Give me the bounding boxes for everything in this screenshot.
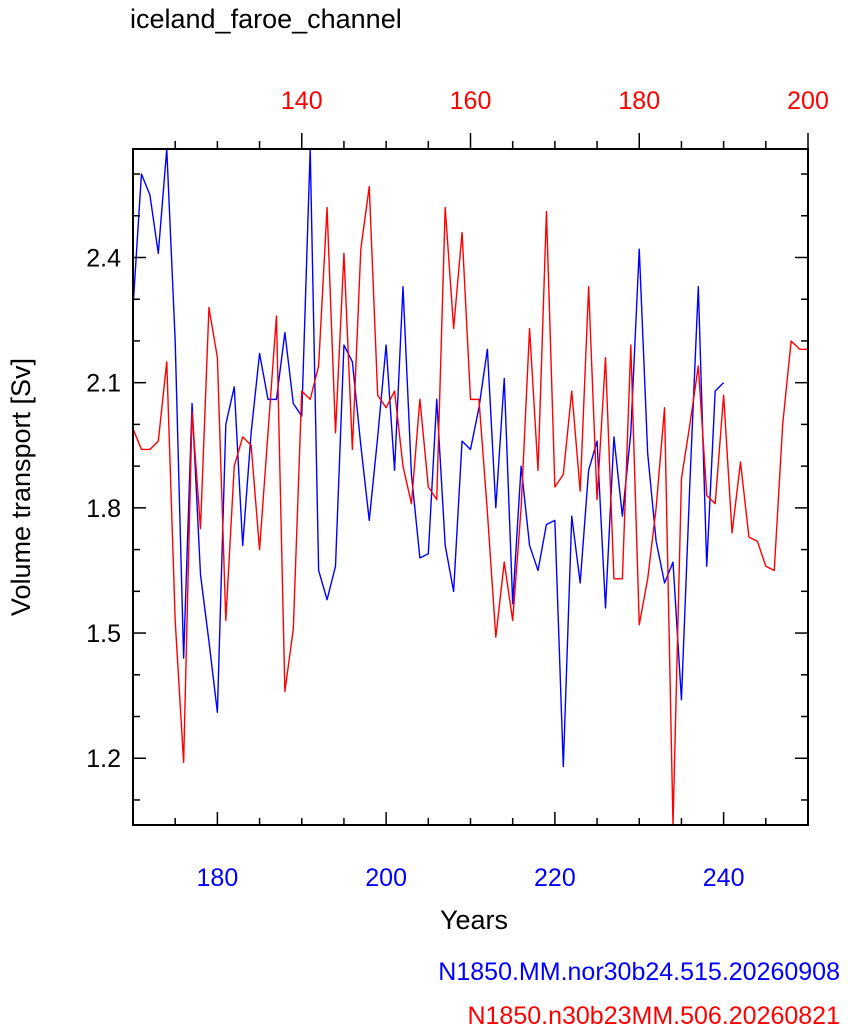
- x-bottom-tick-label: 240: [703, 864, 745, 892]
- series-line-2: [132, 185, 808, 826]
- legend-series-2: N1850.n30b23MM.506.20260821: [467, 1002, 840, 1030]
- chart-title: iceland_faroe_channel: [130, 4, 402, 34]
- x-bottom-tick-label: 200: [365, 864, 407, 892]
- x-top-tick-label: 160: [450, 87, 492, 115]
- x-top-tick-label: 140: [281, 87, 323, 115]
- y-tick-label: 2.1: [86, 370, 121, 398]
- axes: 1.2 1.5 1.8 2.1 2.4 180 200 220 240 140 160 180 200: [86, 87, 829, 892]
- x-axis-label: Years: [440, 905, 508, 935]
- x-bottom-tick-label: 180: [197, 864, 239, 892]
- y-tick-label: 2.4: [86, 244, 121, 272]
- y-axis-label: Volume transport [Sv]: [6, 358, 36, 616]
- x-top-tick-label: 180: [618, 87, 660, 115]
- legend-series-1: N1850.MM.nor30b24.515.20260908: [438, 958, 840, 986]
- y-tick-label: 1.2: [86, 745, 121, 773]
- x-bottom-tick-label: 220: [534, 864, 576, 892]
- x-top-tick-label: 200: [787, 87, 829, 115]
- series-layer: [132, 148, 808, 826]
- y-tick-label: 1.5: [86, 620, 121, 648]
- y-tick-label: 1.8: [86, 495, 121, 523]
- series-line-1: [132, 148, 725, 768]
